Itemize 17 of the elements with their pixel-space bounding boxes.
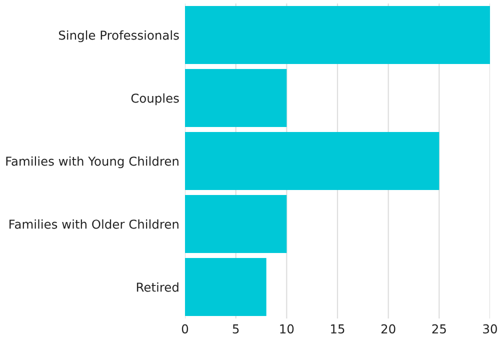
x-tick-label: 25 [432,324,446,334]
x-tick-label: 0 [182,324,188,334]
x-tick-label: 10 [280,324,294,334]
x-tick-label: 5 [232,324,239,334]
y-tick-label: Families with Young Children [6,156,178,168]
x-tick-label: 15 [331,324,344,334]
bar [185,69,287,127]
bar [185,132,440,190]
bar [185,258,266,316]
y-tick-label: Retired [136,282,178,292]
y-tick-label: Single Professionals [58,30,179,42]
x-tick-label: 20 [381,324,396,334]
y-tick-label: Couples [131,93,179,106]
x-tick-label: 30 [483,324,497,334]
y-tick-label: Families with Older Children [10,219,178,229]
bar [185,6,490,64]
bar [185,195,287,253]
